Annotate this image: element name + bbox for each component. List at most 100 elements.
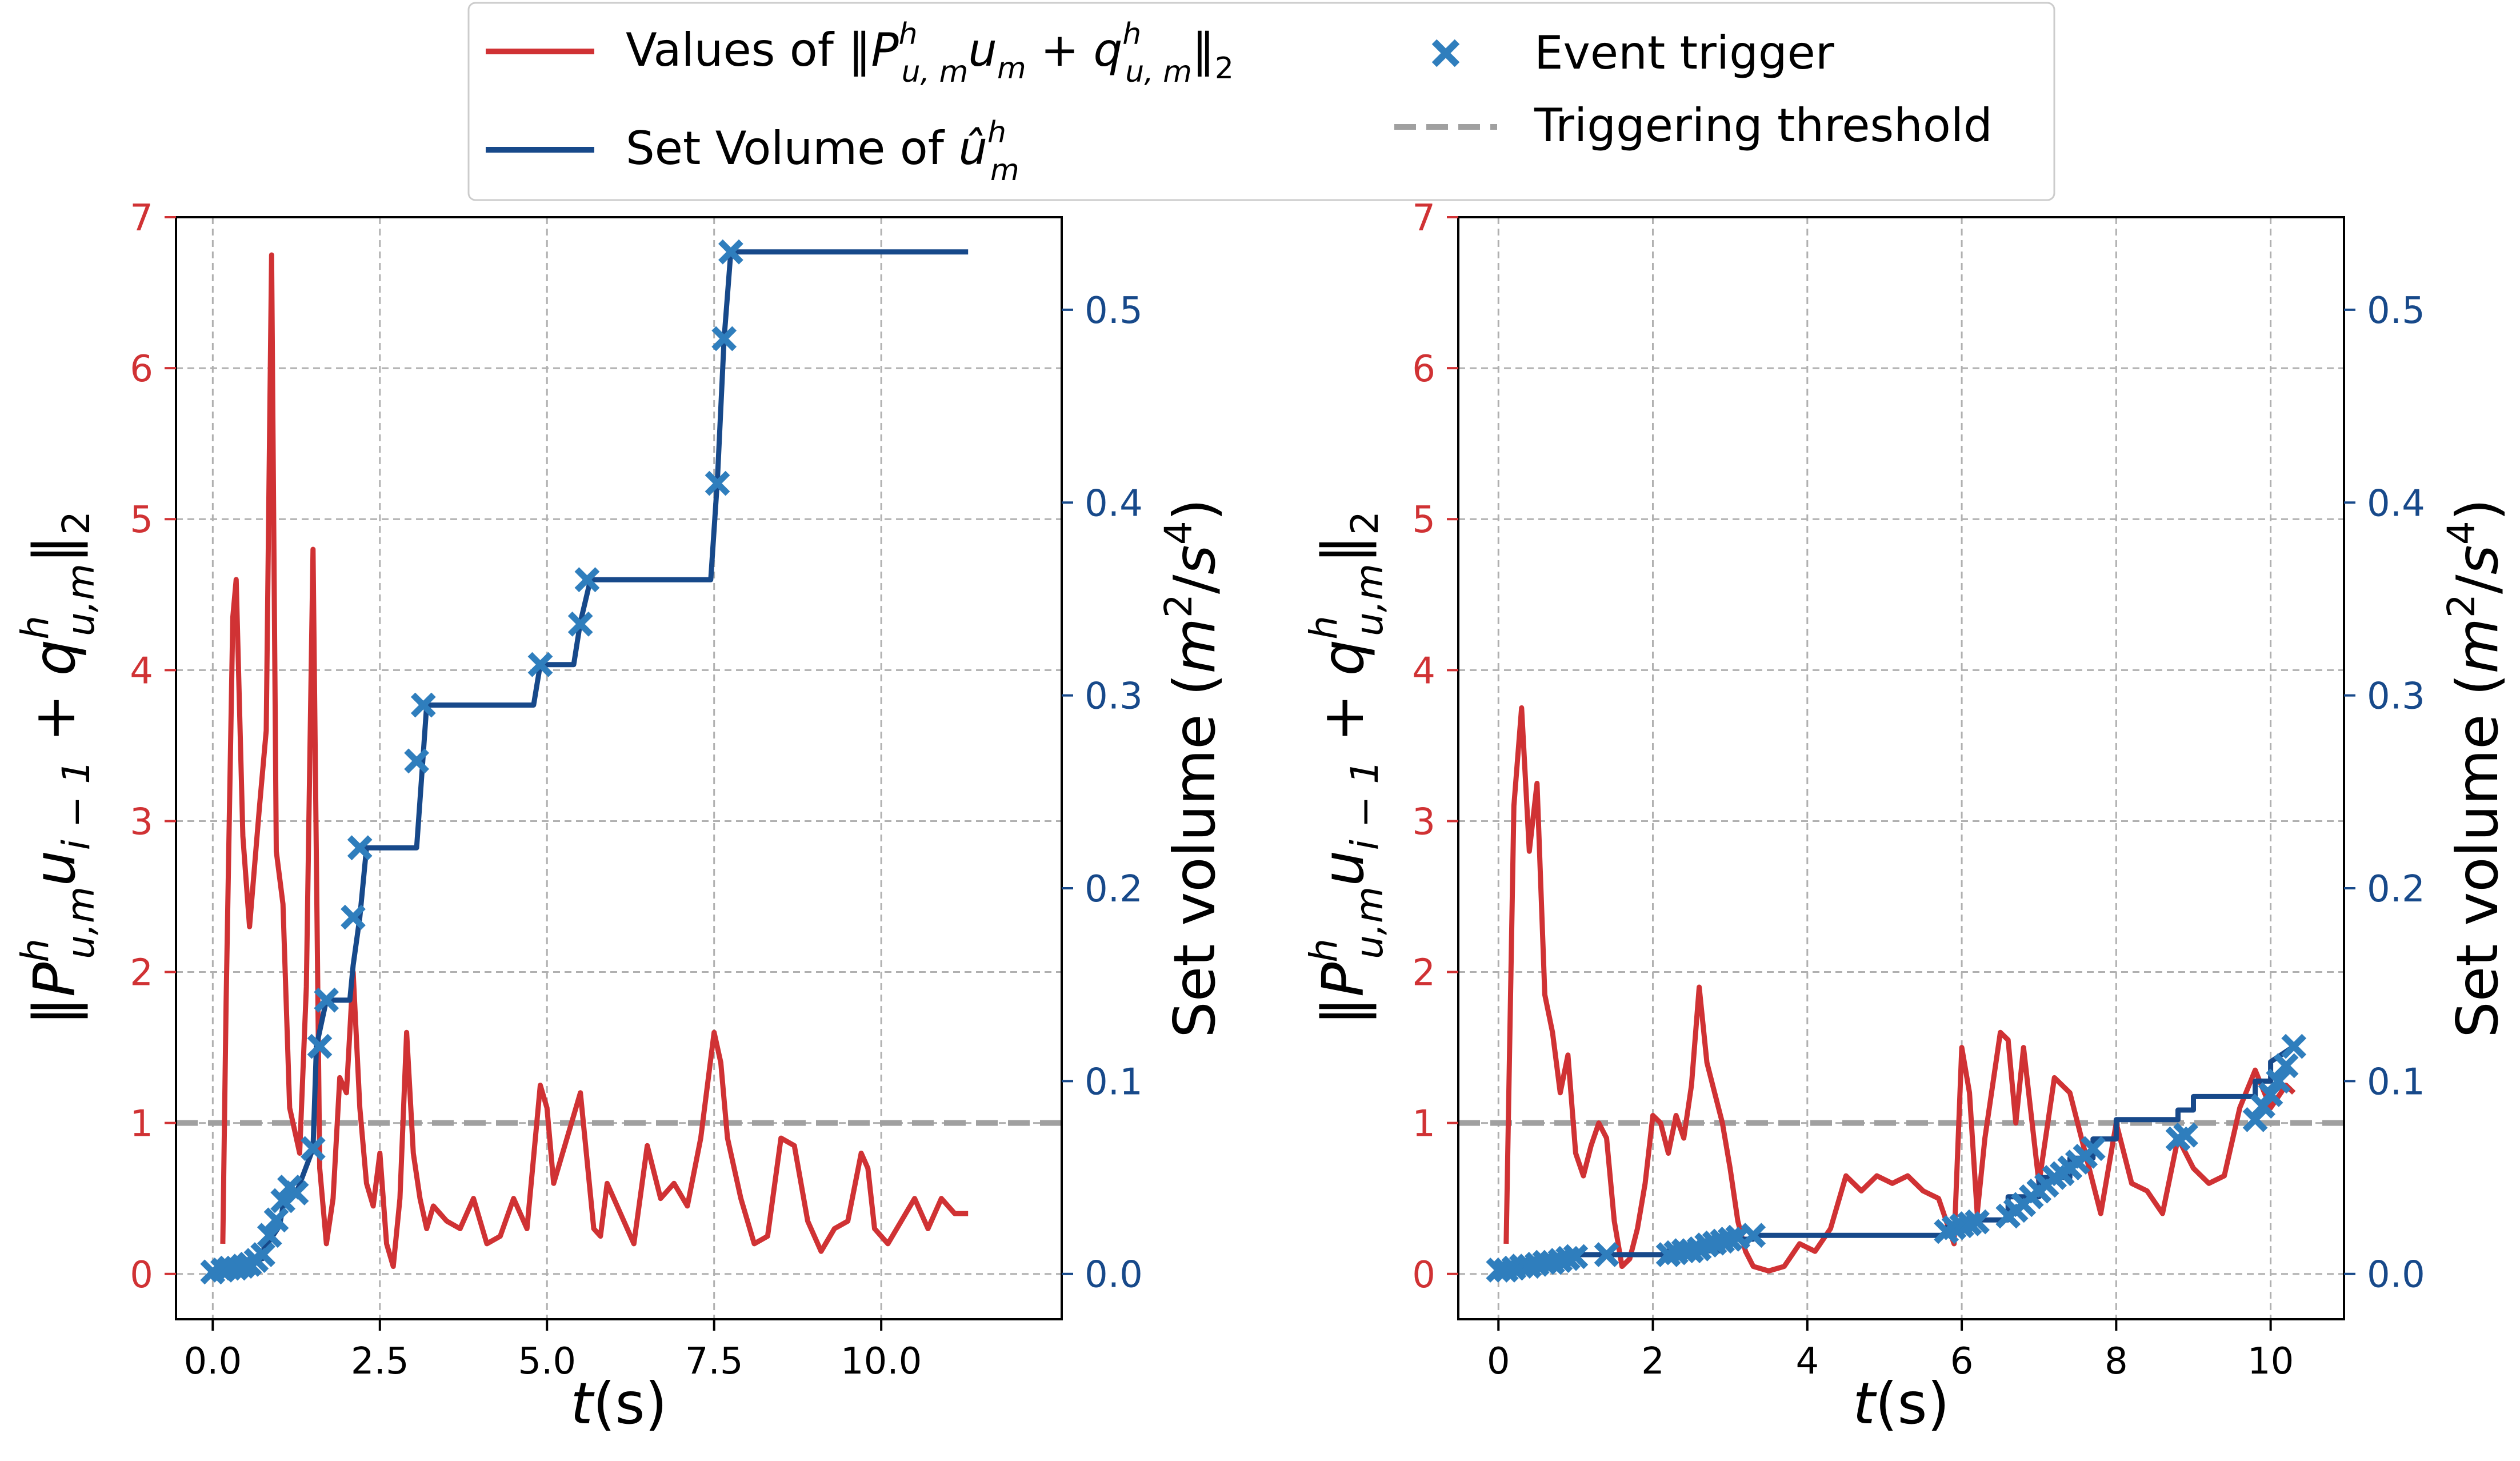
event-marker [2273, 1053, 2299, 1079]
event-marker-stroke [1741, 1223, 1766, 1248]
y-left-tick-label: 5 [1412, 499, 1435, 541]
event-marker-stroke [404, 748, 429, 774]
x-tick-label: 0.0 [183, 1340, 242, 1383]
event-marker-stroke [527, 652, 553, 677]
event-marker-stroke [2266, 1068, 2291, 1094]
legend-setvol-label: Set Volume of ûh m [626, 115, 1019, 187]
y-left-tick-label: 4 [130, 650, 153, 692]
left-panel: 0.0 2.5 5.0 7.5 10.0 0 1 2 3 4 5 6 7 0.0 0.1 0.2 0.3 0.4 0… [13, 197, 1228, 1437]
y-left-tick-label: 3 [1412, 801, 1435, 843]
event-marker [283, 1180, 309, 1205]
y-left-axis-label: ‖Phu,mui − 1 + qhu,m‖2 [1302, 511, 1391, 1025]
event-marker [257, 1223, 282, 1248]
event-markers [1486, 1033, 2307, 1283]
x-tick-label: 10 [2247, 1340, 2294, 1383]
y-right-tick-label: 0.4 [2367, 482, 2425, 525]
event-marker [300, 1136, 326, 1161]
legend-threshold-label: Triggering threshold [1534, 99, 1993, 152]
y-right-tick-label: 0.5 [1085, 290, 1143, 332]
event-marker-stroke [283, 1180, 309, 1205]
event-marker [314, 987, 339, 1013]
event-marker [705, 470, 730, 496]
event-marker-stroke [711, 326, 737, 352]
y-left-tick-label: 0 [130, 1254, 153, 1296]
event-marker [527, 652, 553, 677]
y-left-tick-label: 7 [1412, 197, 1435, 239]
event-marker-stroke [705, 470, 730, 496]
event-marker-stroke [1594, 1242, 1619, 1267]
x-axis-label: t(s) [570, 1370, 667, 1437]
event-marker [270, 1188, 296, 1213]
y-right-tick-label: 0.0 [1085, 1254, 1143, 1296]
y-left-tick-label: 1 [130, 1103, 153, 1145]
y-left-tick-label: 1 [1412, 1103, 1435, 1145]
x-tick-label: 2 [1641, 1340, 1665, 1383]
y-right-tick-label: 0.3 [1085, 676, 1143, 718]
event-marker-stroke [1965, 1209, 1990, 1235]
plot-frame [1457, 216, 2345, 1320]
event-marker-stroke [2173, 1122, 2198, 1148]
event-marker [711, 326, 737, 352]
x-tick-label: 6 [1950, 1340, 1974, 1383]
event-marker [1965, 1209, 1990, 1235]
event-marker [1594, 1242, 1619, 1267]
y-left-tick-label: 2 [1412, 952, 1435, 995]
plot-frame [175, 216, 1063, 1320]
event-marker-stroke [2258, 1082, 2283, 1107]
event-marker-stroke [2080, 1136, 2106, 1161]
values-line [1503, 705, 2296, 1274]
legend-setvol-prefix: Set Volume of [626, 122, 958, 175]
y-right-tick-label: 0.1 [2367, 1061, 2425, 1103]
event-marker [1563, 1244, 1589, 1270]
y-left-tick-label: 6 [130, 348, 153, 390]
event-marker [263, 1207, 289, 1233]
y-left-tick-label: 7 [130, 197, 153, 239]
x-tick-label: 5.0 [518, 1340, 576, 1383]
event-markers [200, 239, 743, 1285]
y-right-axis-label: Set volume (m2/s4) [1157, 498, 1228, 1038]
y-right-axis-label: Set volume (m2/s4) [2439, 498, 2511, 1038]
event-marker [2266, 1068, 2291, 1094]
event-marker-stroke [410, 692, 436, 718]
grid [176, 216, 1062, 1319]
event-marker-stroke [1563, 1244, 1589, 1270]
event-marker-stroke [270, 1188, 296, 1213]
event-marker-stroke [718, 239, 743, 265]
y-left-tick-label: 2 [130, 952, 153, 995]
x-tick-label: 2.5 [351, 1340, 409, 1383]
event-marker [2080, 1136, 2106, 1161]
event-marker [574, 567, 600, 593]
legend-event-label: Event trigger [1534, 26, 1834, 79]
event-marker-stroke [263, 1207, 289, 1233]
x-tick-label: 10.0 [841, 1340, 922, 1383]
legend: Values of ‖Ph u, mum + qh u, m‖2 Set Volum… [467, 2, 2055, 201]
event-marker-stroke [300, 1136, 326, 1161]
y-right-tick-label: 0.0 [2367, 1254, 2425, 1296]
event-marker-stroke [567, 611, 593, 637]
legend-frame [467, 2, 2055, 201]
event-marker [341, 904, 366, 930]
values-line [220, 252, 969, 1270]
event-marker-stroke [230, 1254, 255, 1279]
event-marker-stroke [2273, 1053, 2299, 1079]
event-marker-stroke [347, 835, 373, 861]
event-marker [2258, 1082, 2283, 1107]
right-panel: 0 2 4 6 8 10 0 1 2 3 4 5 6 7 0.0 0.1 0.2 0.3 0.4 0.5 t(s) ‖Ph… [1302, 197, 2511, 1437]
x-tick-label: 0 [1487, 1340, 1510, 1383]
event-marker [230, 1254, 255, 1279]
y-right-tick-label: 0.4 [1085, 482, 1143, 525]
event-marker [410, 692, 436, 718]
y-left-tick-label: 4 [1412, 650, 1435, 692]
event-marker-stroke [314, 987, 339, 1013]
y-left-tick-label: 5 [130, 499, 153, 541]
y-left-tick-label: 0 [1412, 1254, 1435, 1296]
y-left-axis-label: ‖Phu,mui − 1 + qhu,m‖2 [13, 511, 103, 1025]
legend-values-prefix: Values of [626, 23, 848, 77]
legend-event-marker [1431, 39, 1460, 67]
event-marker-stroke [574, 567, 600, 593]
event-marker-stroke [2242, 1107, 2268, 1132]
x-tick-label: 7.5 [685, 1340, 743, 1383]
set-volume-line [212, 249, 969, 1273]
event-marker [307, 1033, 333, 1059]
